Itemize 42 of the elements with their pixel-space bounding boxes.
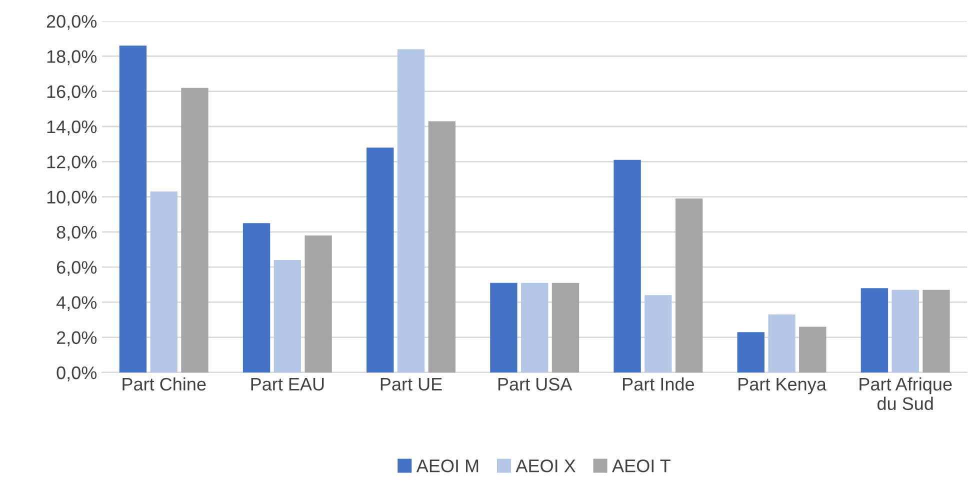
bar (737, 332, 764, 372)
bar (552, 282, 580, 372)
y-tick-label: 14,0% (47, 120, 97, 136)
y-tick-label: 18,0% (47, 50, 97, 66)
legend-label: AEOI M (416, 459, 478, 472)
bar (799, 326, 826, 372)
legend-label: AEOI T (612, 459, 670, 472)
x-tick-label: Part USA (498, 378, 572, 391)
bar (521, 282, 548, 372)
y-tick-label: 0,0% (56, 366, 97, 382)
bar (675, 198, 703, 372)
bar (768, 314, 796, 372)
x-tick-label: Part Kenya (738, 378, 826, 394)
y-tick-label: 4,0% (56, 296, 97, 312)
legend-label: AEOI X (516, 459, 576, 472)
bar (397, 49, 425, 372)
bar (428, 121, 456, 372)
bar (922, 290, 950, 372)
y-tick-label: 12,0% (47, 156, 97, 170)
y-tick-label: 20,0% (46, 15, 97, 30)
y-tick-label: 2,0% (56, 331, 97, 346)
bar (860, 288, 888, 372)
bar (644, 295, 672, 372)
x-tick-label: Part Inde (623, 377, 694, 391)
bar (892, 290, 919, 372)
y-tick-label: 16,0% (47, 85, 97, 100)
bar (150, 192, 178, 372)
bar (119, 46, 147, 372)
x-tick-label: Part EAU (251, 378, 324, 391)
y-tick-label: 10,0% (47, 190, 97, 206)
bar (614, 160, 641, 372)
x-tick-label: Part UE (380, 378, 442, 391)
bar (274, 260, 302, 372)
bar (242, 223, 270, 372)
bar (366, 148, 394, 372)
x-tick-label: Part Afrique du Sud (860, 377, 952, 410)
bar (181, 88, 208, 372)
y-tick-label: 6,0% (56, 261, 97, 276)
bar (490, 282, 518, 372)
y-tick-label: 8,0% (56, 226, 97, 241)
x-tick-label: Part Chine (122, 377, 206, 391)
bar (304, 235, 332, 372)
